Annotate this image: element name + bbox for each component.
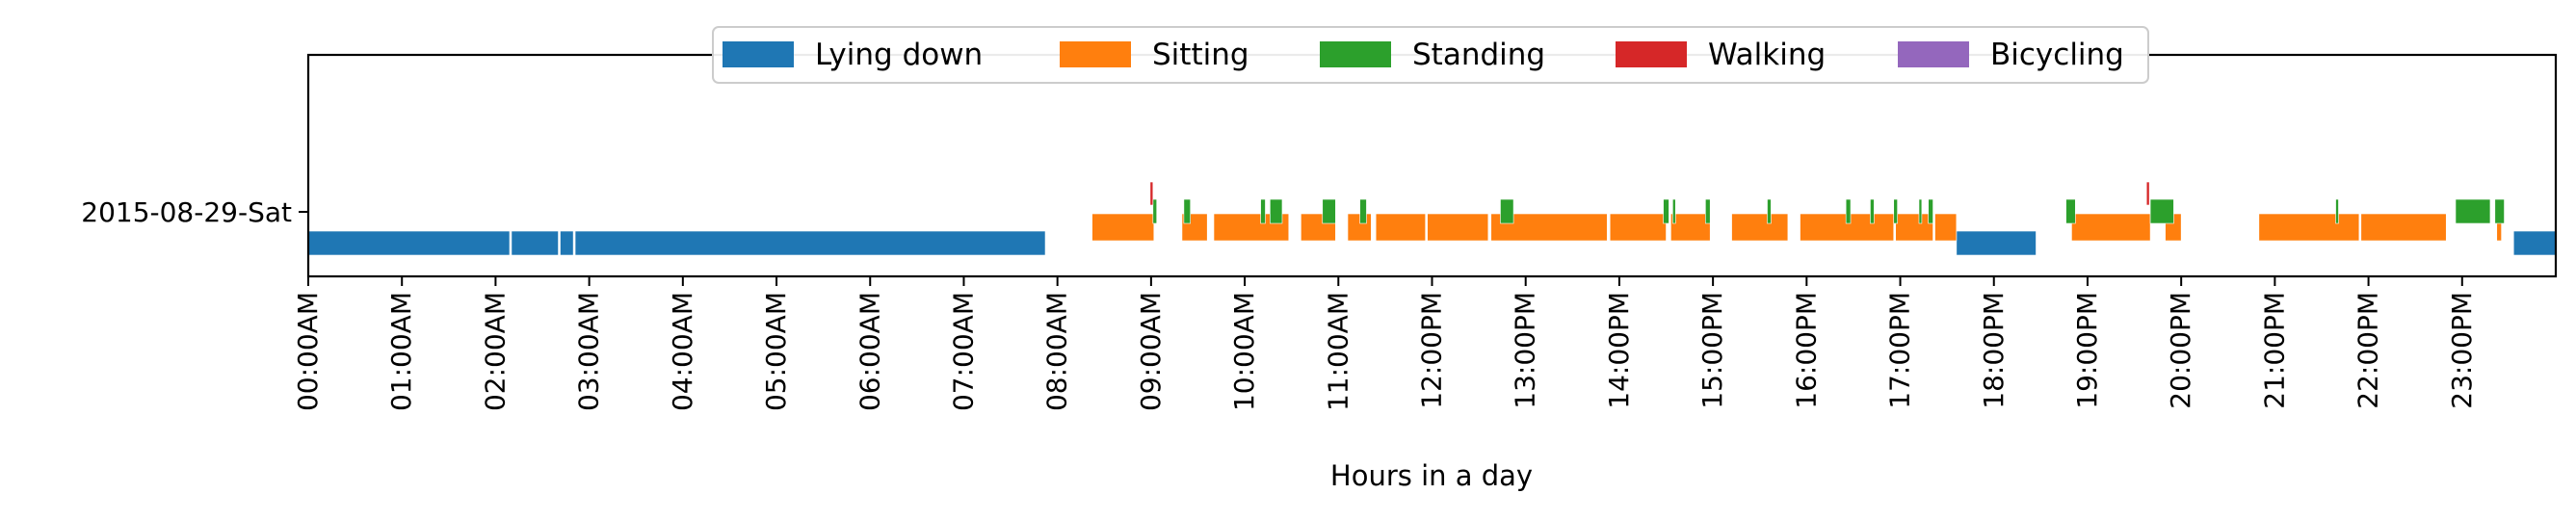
y-tick-label: 2015-08-29-Sat bbox=[81, 196, 292, 228]
standing-bar bbox=[1359, 198, 1367, 224]
lying-down-bar bbox=[2512, 230, 2557, 256]
x-tick-label: 20:00PM bbox=[2165, 292, 2196, 409]
lying-down-bar bbox=[307, 230, 511, 256]
sitting-bar bbox=[1347, 213, 1372, 242]
standing-legend-swatch bbox=[1320, 41, 1391, 67]
x-tick-label: 00:00AM bbox=[292, 292, 324, 411]
activity-bars bbox=[307, 181, 2557, 256]
sitting-bar bbox=[1670, 213, 1711, 242]
x-axis-ticks: 00:00AM 01:00AM 02:00AM 03:00AM 04:00AM 05:00… bbox=[292, 276, 2478, 411]
sitting-bar bbox=[1427, 213, 1489, 242]
standing-bar bbox=[1705, 198, 1711, 224]
legend-label: Standing bbox=[1412, 38, 1545, 72]
sitting-bar bbox=[1091, 213, 1155, 242]
lying-down-bar bbox=[511, 230, 559, 256]
lying-down-bar bbox=[560, 230, 574, 256]
standing-bar bbox=[2455, 198, 2491, 224]
x-tick-label: 18:00PM bbox=[1978, 292, 2010, 409]
sitting-bar bbox=[2360, 213, 2447, 242]
walking-bar bbox=[2145, 181, 2150, 206]
standing-bar bbox=[1322, 198, 1336, 224]
legend: Lying down Sitting Standing Walking Bicyclin… bbox=[712, 26, 2149, 84]
sitting-bar bbox=[1934, 213, 1958, 242]
x-tick-label: 17:00PM bbox=[1884, 292, 1916, 409]
x-tick-label: 07:00AM bbox=[947, 292, 979, 411]
lying-down-bar bbox=[574, 230, 1046, 256]
x-tick-label: 03:00AM bbox=[573, 292, 605, 411]
standing-bar bbox=[2494, 198, 2505, 224]
legend-label: Walking bbox=[1708, 38, 1826, 72]
standing-bar bbox=[1767, 198, 1772, 224]
standing-bar bbox=[2065, 198, 2076, 224]
x-tick-label: 12:00PM bbox=[1416, 292, 1448, 409]
sitting-bar bbox=[1609, 213, 1667, 242]
lying-down-legend-swatch bbox=[723, 41, 794, 67]
x-axis-title: Hours in a day bbox=[1330, 459, 1533, 492]
legend-box bbox=[712, 26, 2149, 84]
standing-bar bbox=[1152, 198, 1158, 224]
x-tick-label: 22:00PM bbox=[2353, 292, 2384, 409]
walking-bar bbox=[1149, 181, 1154, 206]
x-tick-label: 21:00PM bbox=[2258, 292, 2290, 409]
sitting-bar bbox=[1375, 213, 1426, 242]
sitting-legend-swatch bbox=[1060, 41, 1131, 67]
standing-bar bbox=[1893, 198, 1898, 224]
standing-bar bbox=[1918, 198, 1923, 224]
x-tick-label: 02:00AM bbox=[479, 292, 511, 411]
standing-bar bbox=[2149, 198, 2174, 224]
legend-label: Lying down bbox=[815, 38, 983, 72]
standing-bar bbox=[1183, 198, 1192, 224]
walking-legend-swatch bbox=[1616, 41, 1687, 67]
standing-bar bbox=[1928, 198, 1933, 224]
x-tick-label: 19:00PM bbox=[2071, 292, 2103, 409]
standing-bar bbox=[1870, 198, 1875, 224]
x-tick-label: 15:00PM bbox=[1696, 292, 1728, 409]
standing-bar bbox=[1260, 198, 1266, 224]
x-tick-label: 13:00PM bbox=[1510, 292, 1541, 409]
standing-bar bbox=[1672, 198, 1676, 224]
x-tick-label: 08:00AM bbox=[1041, 292, 1073, 411]
standing-bar bbox=[1845, 198, 1852, 224]
x-tick-label: 04:00AM bbox=[667, 292, 698, 411]
x-tick-label: 05:00AM bbox=[760, 292, 792, 411]
x-tick-label: 09:00AM bbox=[1135, 292, 1167, 411]
standing-bar bbox=[2335, 198, 2339, 224]
sitting-bar bbox=[1895, 213, 1933, 242]
lying-down-bar bbox=[1956, 230, 2037, 256]
x-tick-label: 01:00AM bbox=[385, 292, 417, 411]
sitting-bar bbox=[2071, 213, 2151, 242]
sitting-bar bbox=[2258, 213, 2360, 242]
x-tick-label: 23:00PM bbox=[2446, 292, 2478, 409]
standing-bar bbox=[1500, 198, 1514, 224]
x-tick-label: 11:00AM bbox=[1322, 292, 1354, 411]
bicycling-legend-swatch bbox=[1898, 41, 1969, 67]
standing-bar bbox=[1663, 198, 1669, 224]
x-tick-label: 14:00PM bbox=[1603, 292, 1635, 409]
legend-label: Bicycling bbox=[1990, 38, 2124, 72]
y-axis-ticks: 2015-08-29-Sat bbox=[81, 196, 308, 228]
sitting-bar bbox=[1731, 213, 1789, 242]
x-tick-label: 06:00AM bbox=[854, 292, 885, 411]
standing-bar bbox=[1270, 198, 1283, 224]
legend-label: Sitting bbox=[1152, 38, 1249, 72]
x-tick-label: 16:00PM bbox=[1790, 292, 1822, 409]
x-tick-label: 10:00AM bbox=[1228, 292, 1260, 411]
